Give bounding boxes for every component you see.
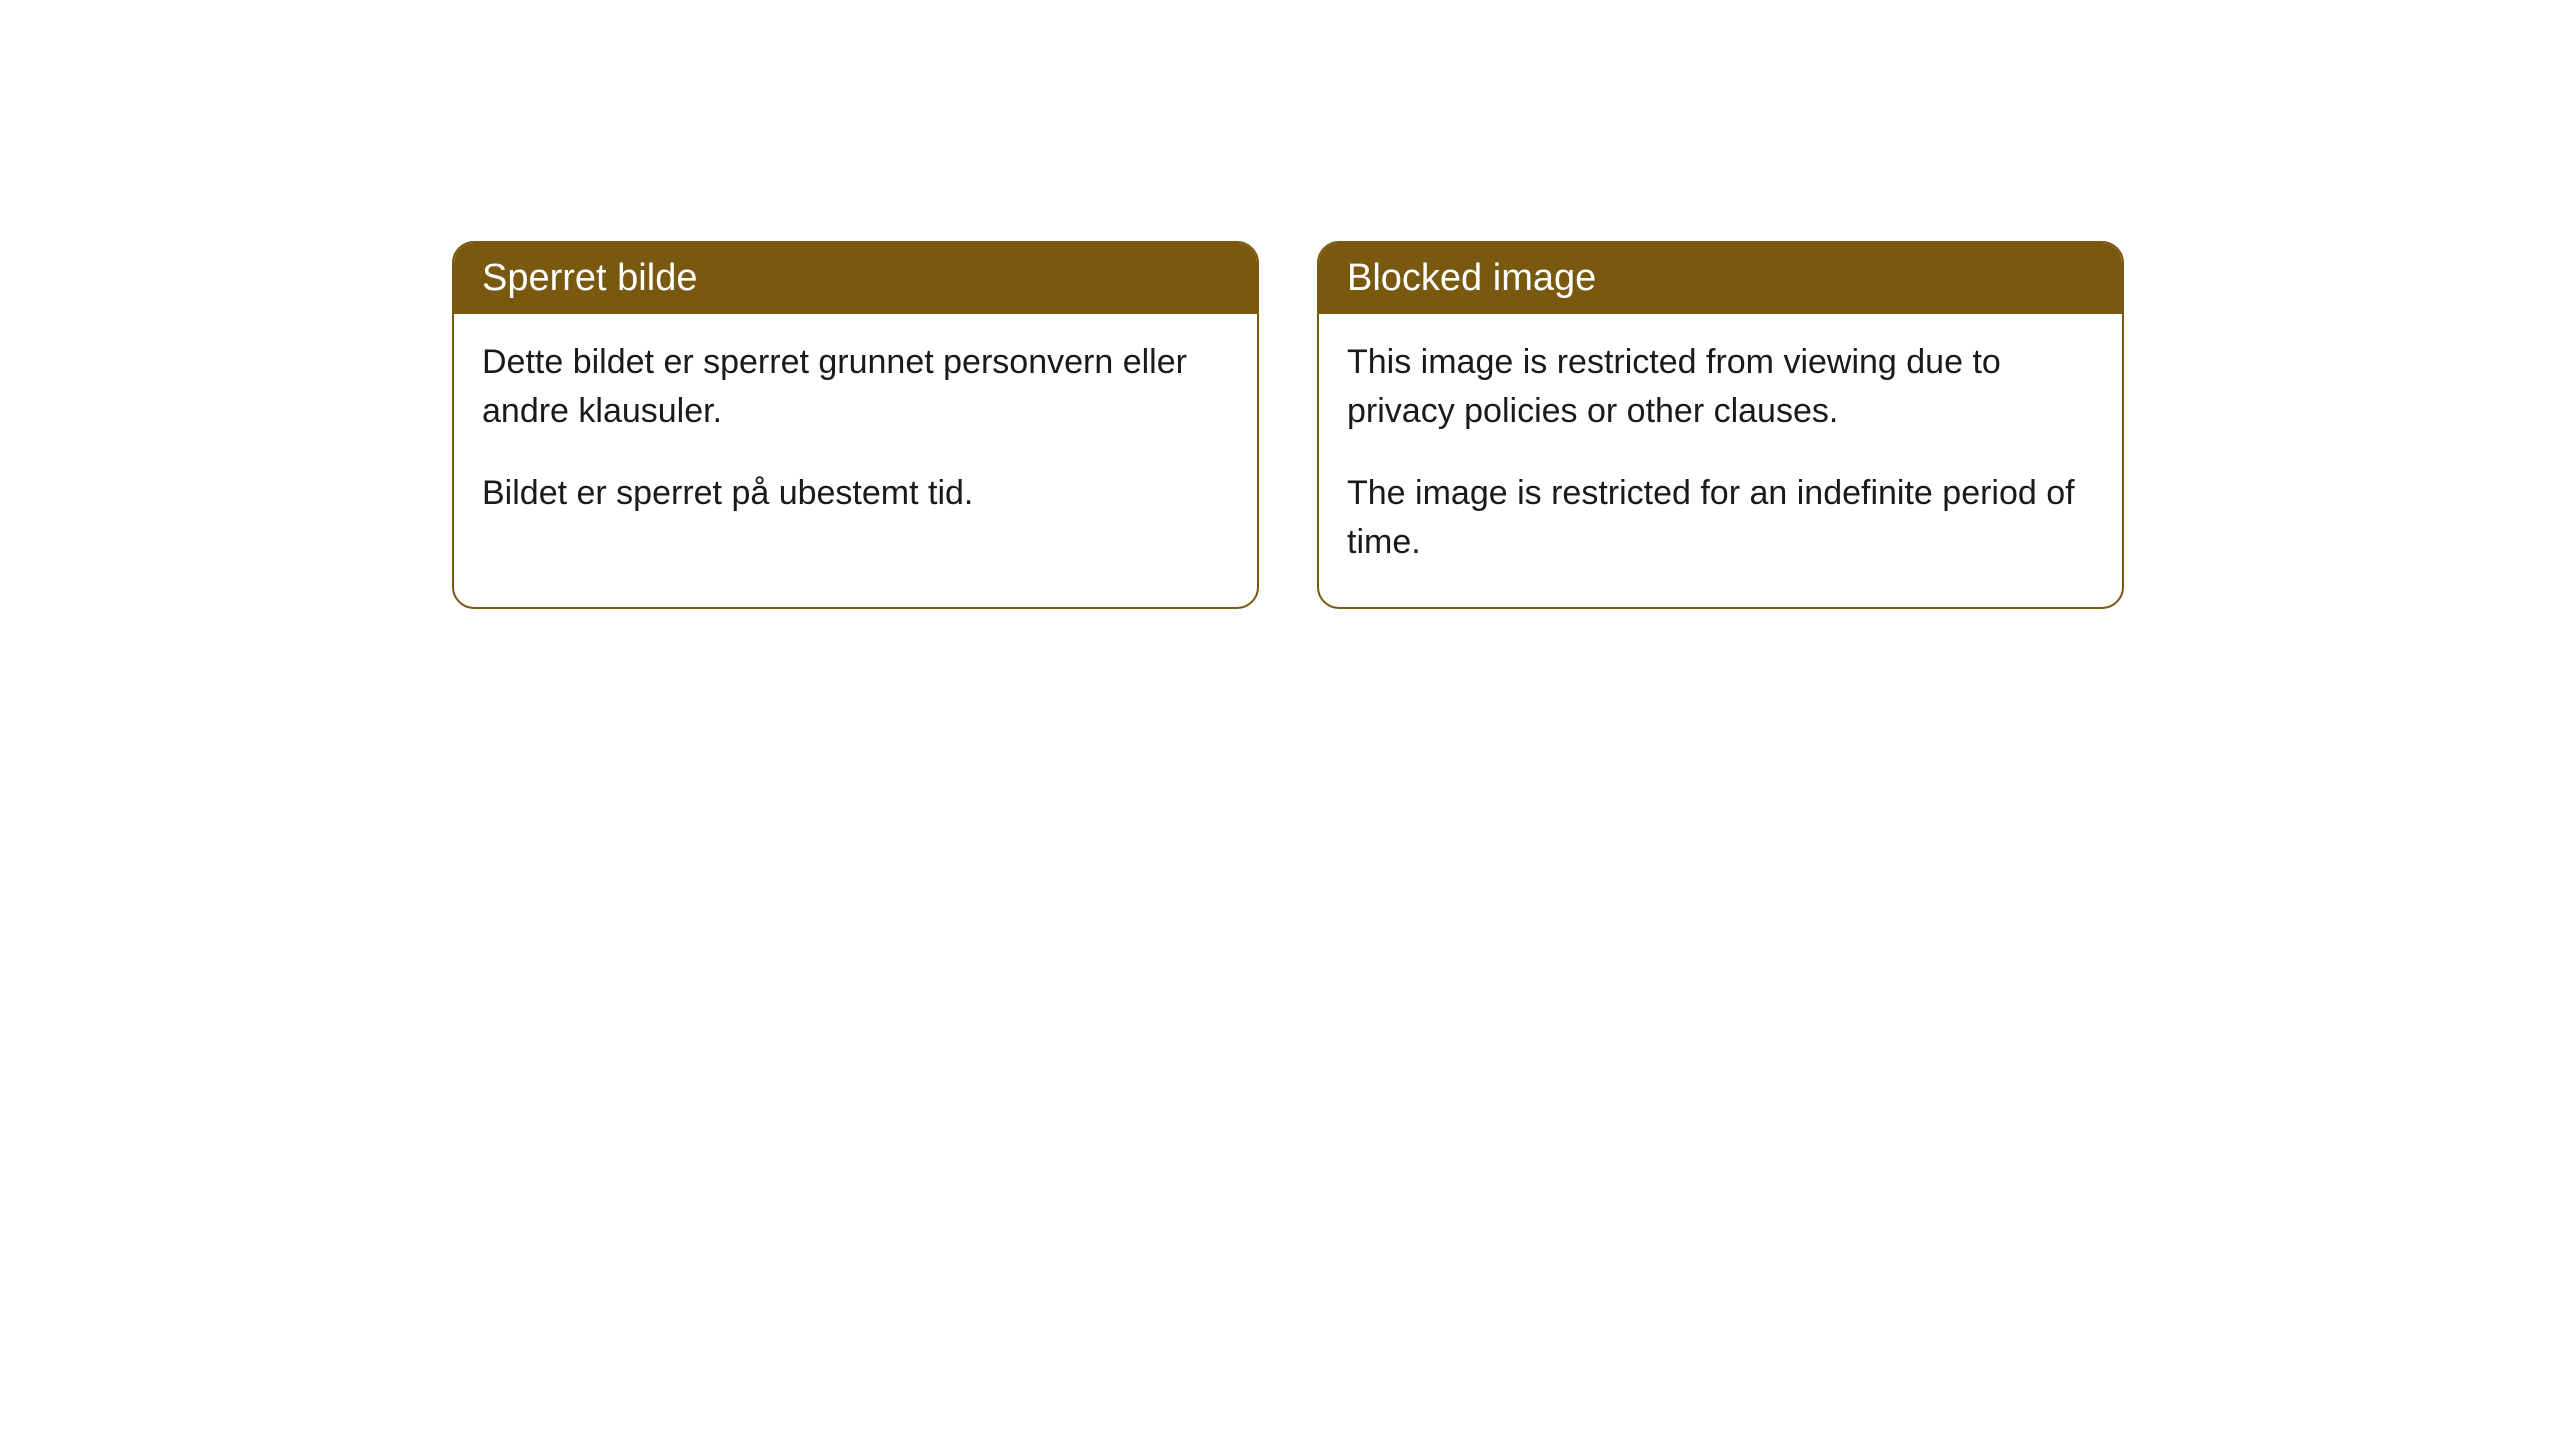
card-paragraph-2-norwegian: Bildet er sperret på ubestemt tid. [482, 469, 1229, 518]
card-norwegian: Sperret bilde Dette bildet er sperret gr… [452, 241, 1259, 609]
card-header-english: Blocked image [1319, 243, 2122, 314]
card-body-english: This image is restricted from viewing du… [1319, 314, 2122, 607]
card-title-english: Blocked image [1347, 257, 1596, 299]
card-english: Blocked image This image is restricted f… [1317, 241, 2124, 609]
card-title-norwegian: Sperret bilde [482, 257, 697, 299]
card-body-norwegian: Dette bildet er sperret grunnet personve… [454, 314, 1257, 558]
cards-container: Sperret bilde Dette bildet er sperret gr… [452, 241, 2124, 609]
card-paragraph-2-english: The image is restricted for an indefinit… [1347, 469, 2094, 568]
card-header-norwegian: Sperret bilde [454, 243, 1257, 314]
card-paragraph-1-english: This image is restricted from viewing du… [1347, 338, 2094, 437]
card-paragraph-1-norwegian: Dette bildet er sperret grunnet personve… [482, 338, 1229, 437]
